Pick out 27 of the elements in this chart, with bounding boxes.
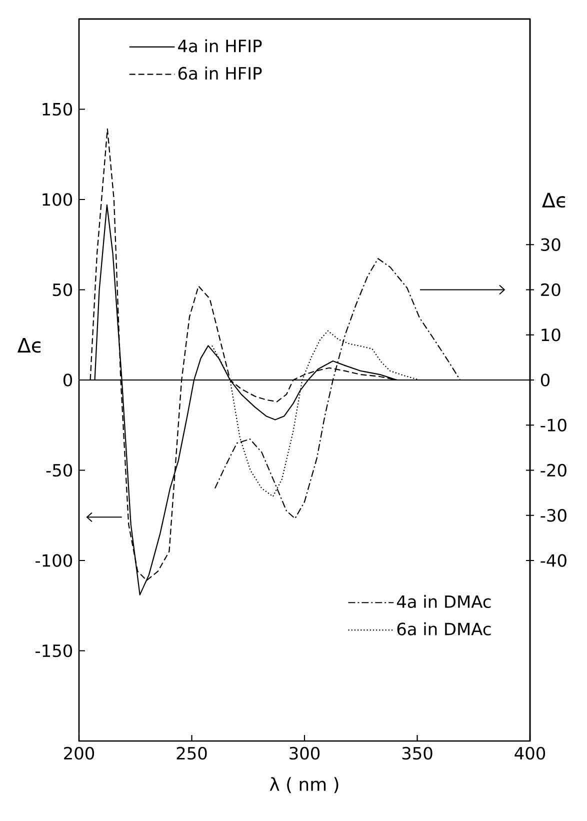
x-tick-label: 350 xyxy=(402,746,432,760)
x-tick-label: 250 xyxy=(176,746,207,760)
y-tick-label: -150 xyxy=(36,644,72,658)
y-tick-label: -50 xyxy=(46,464,72,477)
x-axis-title: λ ( nm ) xyxy=(270,777,338,794)
y-tick-label: 150 xyxy=(42,102,72,116)
x-tick-label: 300 xyxy=(290,746,320,760)
y2-tick-label: -10 xyxy=(540,418,566,432)
y2-tick-label: 20 xyxy=(541,283,560,296)
y2-tick-label: -40 xyxy=(540,554,566,567)
y-tick-label: 100 xyxy=(42,193,72,206)
y2-axis-title: Δϵ xyxy=(542,192,566,208)
y-tick-label: 0 xyxy=(63,374,72,386)
y2-tick-label: 10 xyxy=(542,328,560,342)
y2-tick-label: -30 xyxy=(540,508,566,522)
legend-label: 6a in DMAc xyxy=(397,622,491,636)
y2-tick-label: 30 xyxy=(541,238,560,252)
legend-label: 6a in HFIP xyxy=(178,66,262,80)
y-axis-title: Δϵ xyxy=(17,338,40,353)
y-tick-label: 50 xyxy=(52,283,72,296)
y-tick-label: -100 xyxy=(36,554,72,567)
y2-tick-label: -20 xyxy=(540,464,566,477)
y2-tick-label: 0 xyxy=(540,374,550,386)
legend-label: 4a in HFIP xyxy=(178,39,262,52)
x-tick-label: 200 xyxy=(64,746,94,760)
x-tick-label: 400 xyxy=(514,746,546,760)
legend-label: 4a in DMAc xyxy=(396,594,491,608)
